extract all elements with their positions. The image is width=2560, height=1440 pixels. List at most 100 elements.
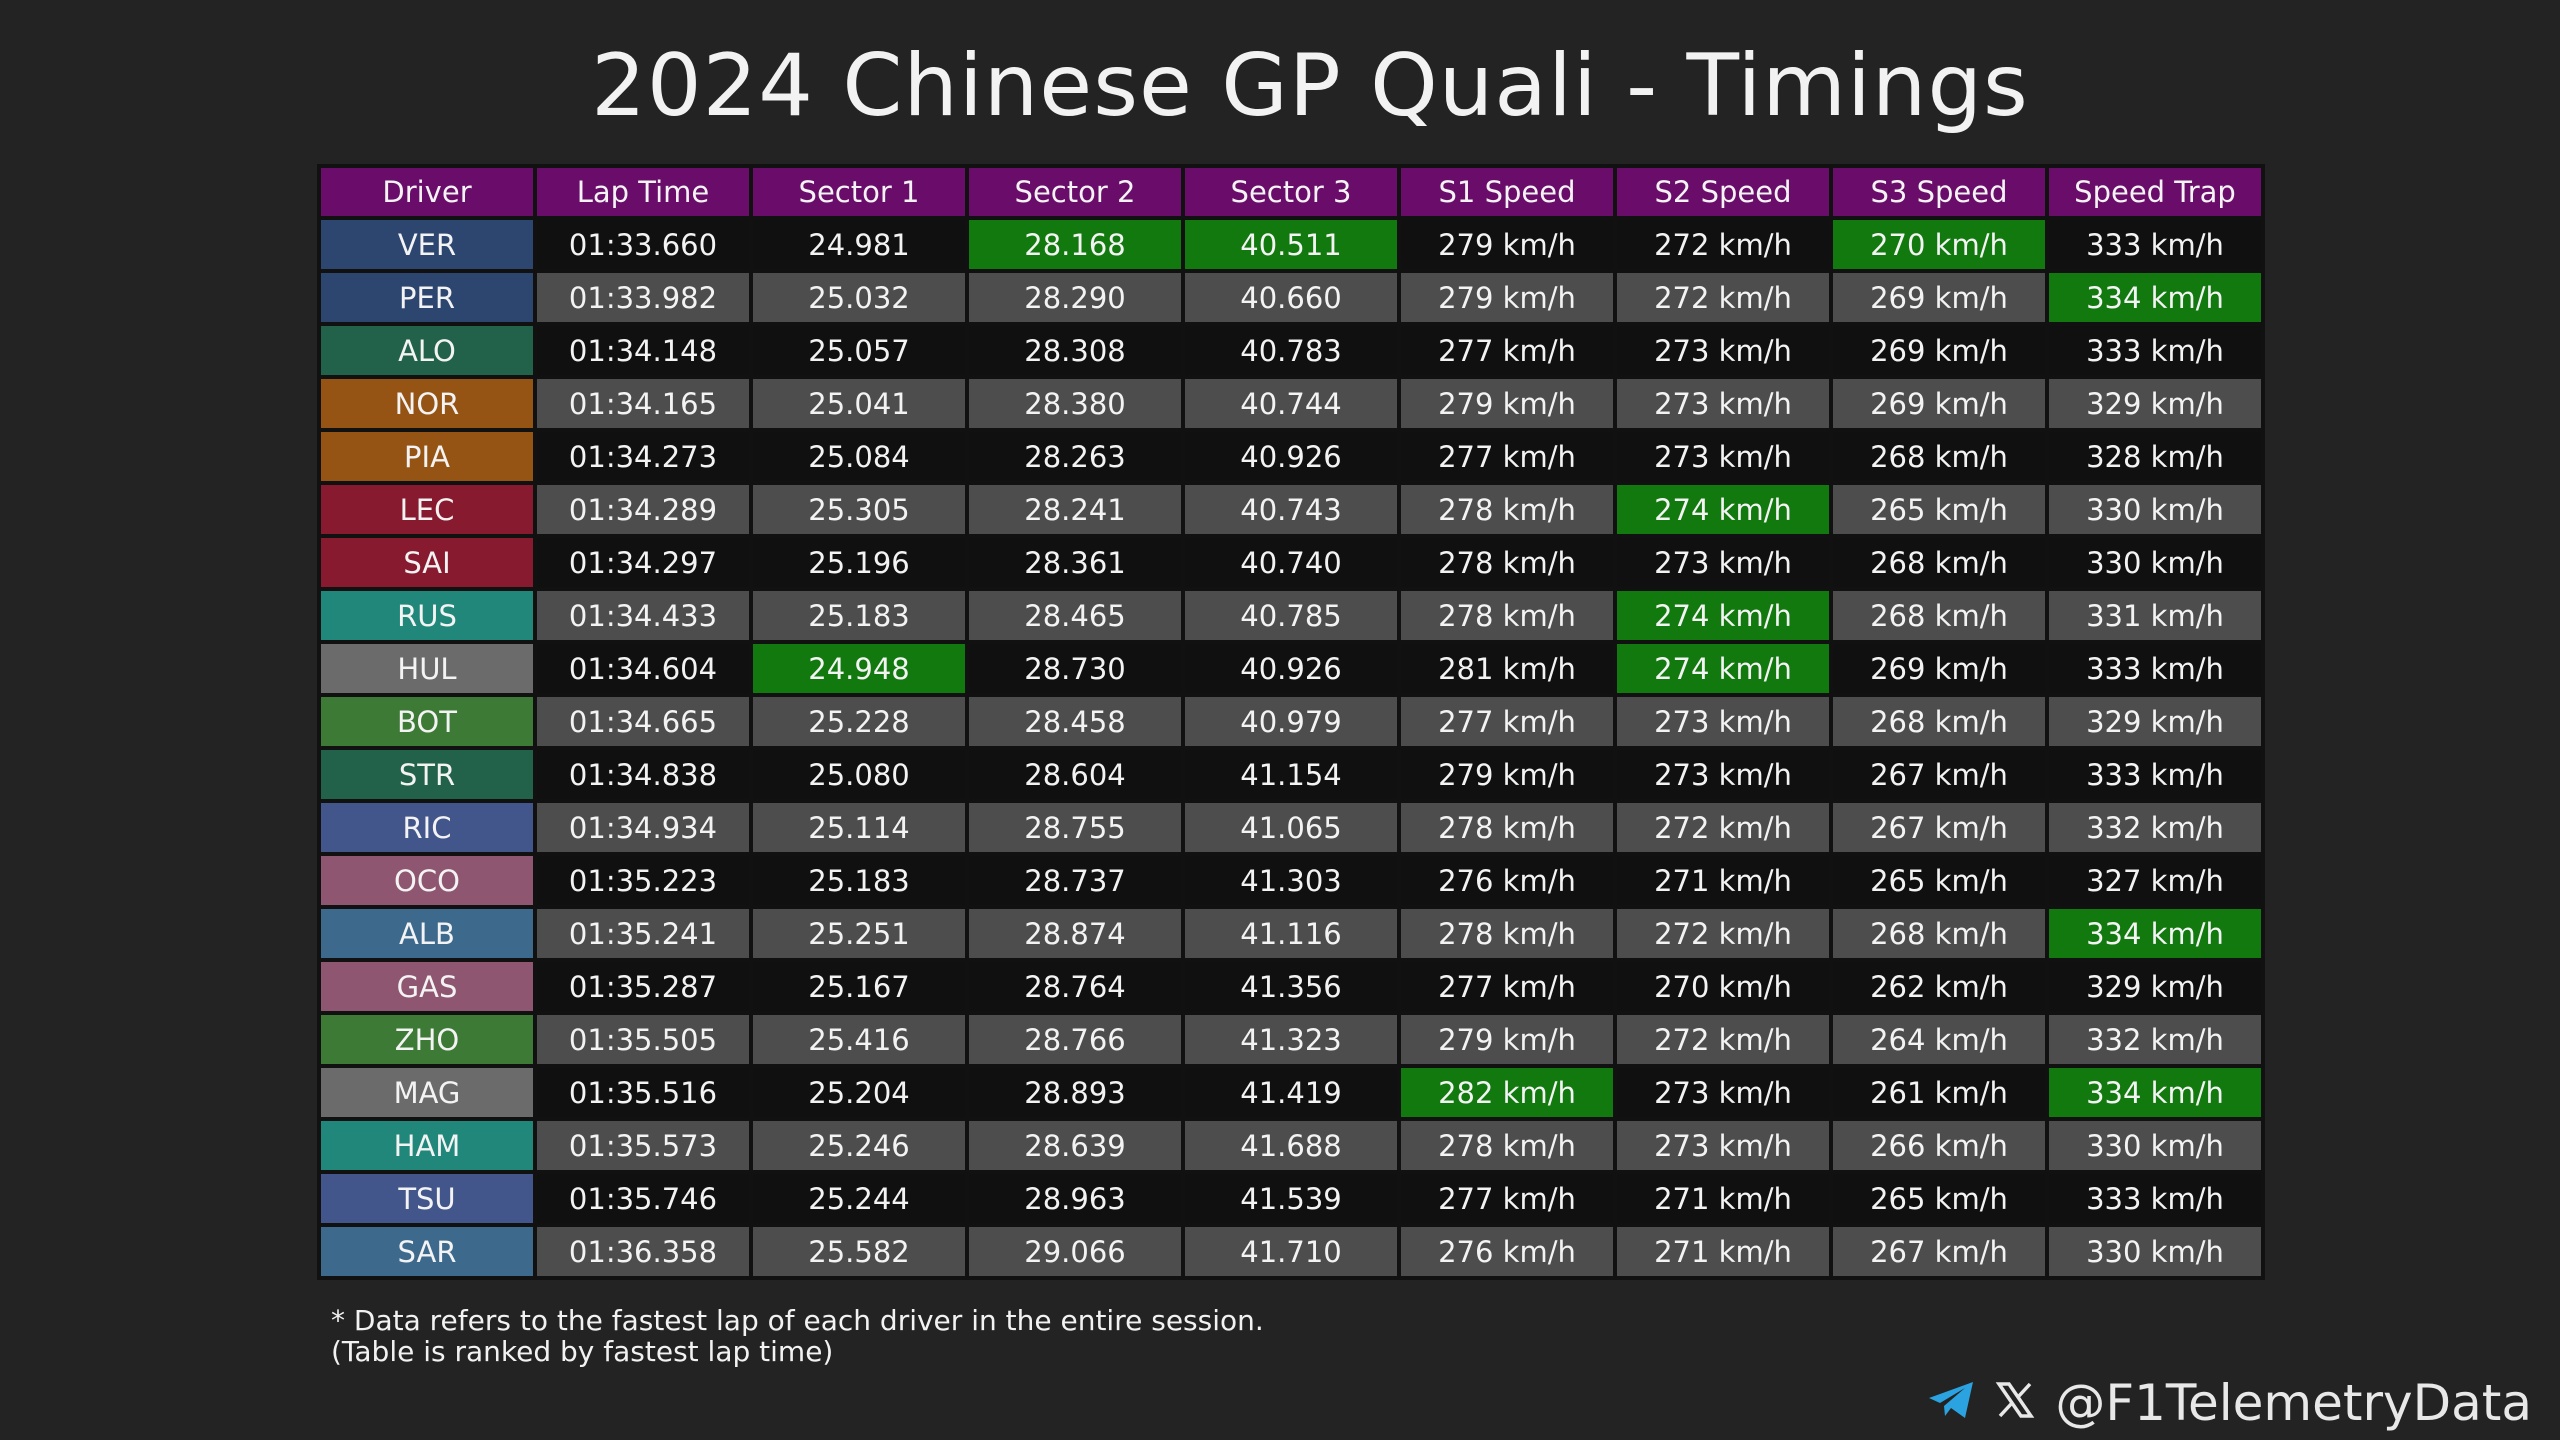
timing-cell: 273 km/h [1617,1068,1829,1117]
timing-table: Driver Lap Time Sector 1 Sector 2 Sector 3 S1… [317,164,2265,1280]
timing-cell: 25.251 [753,909,965,958]
timing-cell: 330 km/h [2049,485,2261,534]
driver-cell: NOR [321,379,533,428]
table-row: HAM 01:35.573 25.246 28.639 41.688 278 km/h 27… [321,1121,2261,1170]
column-header: Sector 3 [1185,168,1397,216]
timing-cell: 266 km/h [1833,1121,2045,1170]
timing-cell: 25.084 [753,432,965,481]
timing-cell: 327 km/h [2049,856,2261,905]
timing-cell: 25.204 [753,1068,965,1117]
timing-cell: 28.458 [969,697,1181,746]
timing-cell: 334 km/h [2049,909,2261,958]
timing-cell: 278 km/h [1401,1121,1613,1170]
timing-cell: 332 km/h [2049,1015,2261,1064]
timing-cell: 25.244 [753,1174,965,1223]
table-row: PER 01:33.982 25.032 28.290 40.660 279 km/h 27… [321,273,2261,322]
timing-cell: 273 km/h [1617,379,1829,428]
timing-cell: 01:33.660 [537,220,749,269]
timing-cell: 279 km/h [1401,273,1613,322]
timing-cell: 28.241 [969,485,1181,534]
driver-cell: RUS [321,591,533,640]
driver-cell: BOT [321,697,533,746]
driver-cell: ALO [321,326,533,375]
timing-cell: 01:34.148 [537,326,749,375]
social-handle[interactable]: @F1TelemetryData [2055,1374,2532,1432]
timing-cell: 01:34.604 [537,644,749,693]
timing-cell: 01:36.358 [537,1227,749,1276]
table-row: VER 01:33.660 24.981 28.168 40.511 279 km/h 27… [321,220,2261,269]
timing-cell: 01:34.289 [537,485,749,534]
timing-cell: 272 km/h [1617,1015,1829,1064]
timing-cell: 277 km/h [1401,697,1613,746]
driver-cell: HUL [321,644,533,693]
timing-cell: 279 km/h [1401,379,1613,428]
page-title: 2024 Chinese GP Quali - Timings [591,36,2029,136]
table-row: ZHO 01:35.505 25.416 28.766 41.323 279 km/h 27… [321,1015,2261,1064]
timing-cell: 25.080 [753,750,965,799]
table-row: NOR 01:34.165 25.041 28.380 40.744 279 km/h 27… [321,379,2261,428]
driver-cell: PIA [321,432,533,481]
table-row: GAS 01:35.287 25.167 28.764 41.356 277 km/h 27… [321,962,2261,1011]
timing-cell: 273 km/h [1617,326,1829,375]
timing-cell: 41.356 [1185,962,1397,1011]
timing-cell: 278 km/h [1401,485,1613,534]
timing-cell: 28.737 [969,856,1181,905]
timing-cell: 265 km/h [1833,856,2045,905]
timing-cell: 332 km/h [2049,803,2261,852]
timing-cell: 01:34.433 [537,591,749,640]
timing-cell: 333 km/h [2049,326,2261,375]
timing-cell: 28.893 [969,1068,1181,1117]
timing-cell: 279 km/h [1401,750,1613,799]
timing-cell: 28.168 [969,220,1181,269]
table-row: OCO 01:35.223 25.183 28.737 41.303 276 km/h 27… [321,856,2261,905]
timing-cell: 329 km/h [2049,962,2261,1011]
timing-cell: 273 km/h [1617,697,1829,746]
timing-cell: 329 km/h [2049,697,2261,746]
timing-cell: 25.032 [753,273,965,322]
timing-cell: 28.874 [969,909,1181,958]
driver-cell: PER [321,273,533,322]
timing-cell: 41.419 [1185,1068,1397,1117]
table-row: BOT 01:34.665 25.228 28.458 40.979 277 km/h 27… [321,697,2261,746]
timing-cell: 28.764 [969,962,1181,1011]
timing-cell: 01:33.982 [537,273,749,322]
timing-cell: 261 km/h [1833,1068,2045,1117]
timing-cell: 28.263 [969,432,1181,481]
timing-cell: 333 km/h [2049,1174,2261,1223]
timing-cell: 262 km/h [1833,962,2045,1011]
table-row: TSU 01:35.746 25.244 28.963 41.539 277 km/h 27… [321,1174,2261,1223]
timing-cell: 274 km/h [1617,644,1829,693]
timing-cell: 29.066 [969,1227,1181,1276]
timing-cell: 277 km/h [1401,1174,1613,1223]
timing-cell: 272 km/h [1617,803,1829,852]
timing-cell: 25.183 [753,856,965,905]
timing-cell: 41.303 [1185,856,1397,905]
header-row: Driver Lap Time Sector 1 Sector 2 Sector 3 S1… [321,168,2261,216]
timing-cell: 24.981 [753,220,965,269]
timing-cell: 272 km/h [1617,909,1829,958]
timing-cell: 268 km/h [1833,697,2045,746]
timing-cell: 334 km/h [2049,1068,2261,1117]
table-row: ALB 01:35.241 25.251 28.874 41.116 278 km/h 27… [321,909,2261,958]
x-icon[interactable] [1995,1374,2035,1432]
timing-cell: 41.065 [1185,803,1397,852]
timing-cell: 01:35.223 [537,856,749,905]
timing-cell: 40.926 [1185,432,1397,481]
timing-cell: 25.041 [753,379,965,428]
driver-cell: TSU [321,1174,533,1223]
timing-cell: 41.710 [1185,1227,1397,1276]
timing-cell: 331 km/h [2049,591,2261,640]
footnote-line-1: * Data refers to the fastest lap of each… [331,1304,1264,1337]
timing-cell: 28.963 [969,1174,1181,1223]
timing-cell: 333 km/h [2049,644,2261,693]
timing-cell: 25.167 [753,962,965,1011]
timing-cell: 265 km/h [1833,485,2045,534]
timing-cell: 01:35.573 [537,1121,749,1170]
timing-cell: 40.740 [1185,538,1397,587]
timing-cell: 269 km/h [1833,326,2045,375]
timing-cell: 272 km/h [1617,220,1829,269]
table-row: RUS 01:34.433 25.183 28.465 40.785 278 km/h 27… [321,591,2261,640]
telegram-icon[interactable] [1927,1374,1975,1432]
timing-cell: 40.926 [1185,644,1397,693]
